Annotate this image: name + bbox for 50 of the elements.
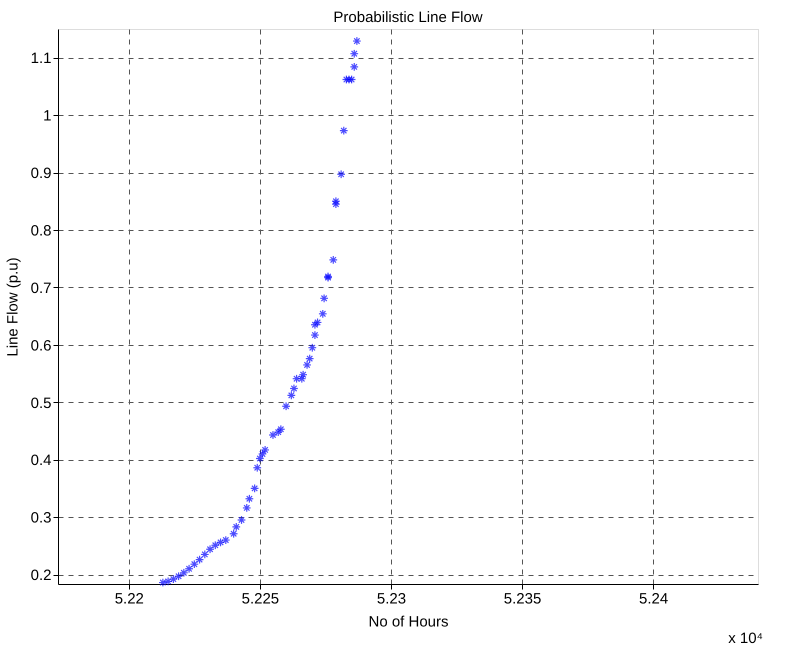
x-tick-label: 5.22 [114,590,144,608]
point [310,330,320,340]
point [344,75,354,84]
point [336,170,346,179]
y-tick-label: 0.6 [30,337,52,354]
y-tick-label: 1.1 [30,50,52,68]
y-tick-label: 1 [43,108,52,125]
point [318,309,328,318]
point [252,463,262,472]
point [289,384,298,393]
x-tick-label: 5.235 [504,590,542,608]
point [237,516,246,524]
point [352,36,362,46]
y-tick-label: 0.8 [30,222,52,240]
y-tick-label: 0.2 [30,567,52,584]
point [320,294,329,303]
point [260,445,270,454]
chart-title: Probabilistic Line Flow [333,9,483,26]
point [302,360,312,370]
y-tick-label: 0.4 [30,452,52,470]
point [232,522,241,532]
point [276,424,286,434]
point [255,454,264,463]
point [328,255,338,264]
y-tick-label: 0.7 [30,280,52,297]
text: x 10⁴ [728,630,763,647]
point [331,196,340,206]
point [229,529,238,538]
point [305,354,314,364]
point [308,343,317,352]
x-axis-title: No of Hours [368,614,449,630]
point [282,402,291,411]
point [339,126,348,136]
point [250,484,260,493]
point [350,49,359,58]
point [350,62,359,72]
y-axis-title: Line Flow (p.u) [4,257,22,357]
y-tick-label: 0.9 [30,165,52,182]
point [258,449,267,458]
x-tick-label: 5.24 [639,590,668,608]
point [244,494,254,504]
point [331,200,340,209]
point [310,320,320,330]
y-tick-label: 0.5 [30,394,52,412]
y-tick-label: 0.3 [30,510,52,527]
x-tick-label: 5.225 [242,590,280,608]
point [313,318,322,327]
point [242,503,252,512]
point [286,390,296,400]
x-tick-label: 5.23 [376,590,406,608]
